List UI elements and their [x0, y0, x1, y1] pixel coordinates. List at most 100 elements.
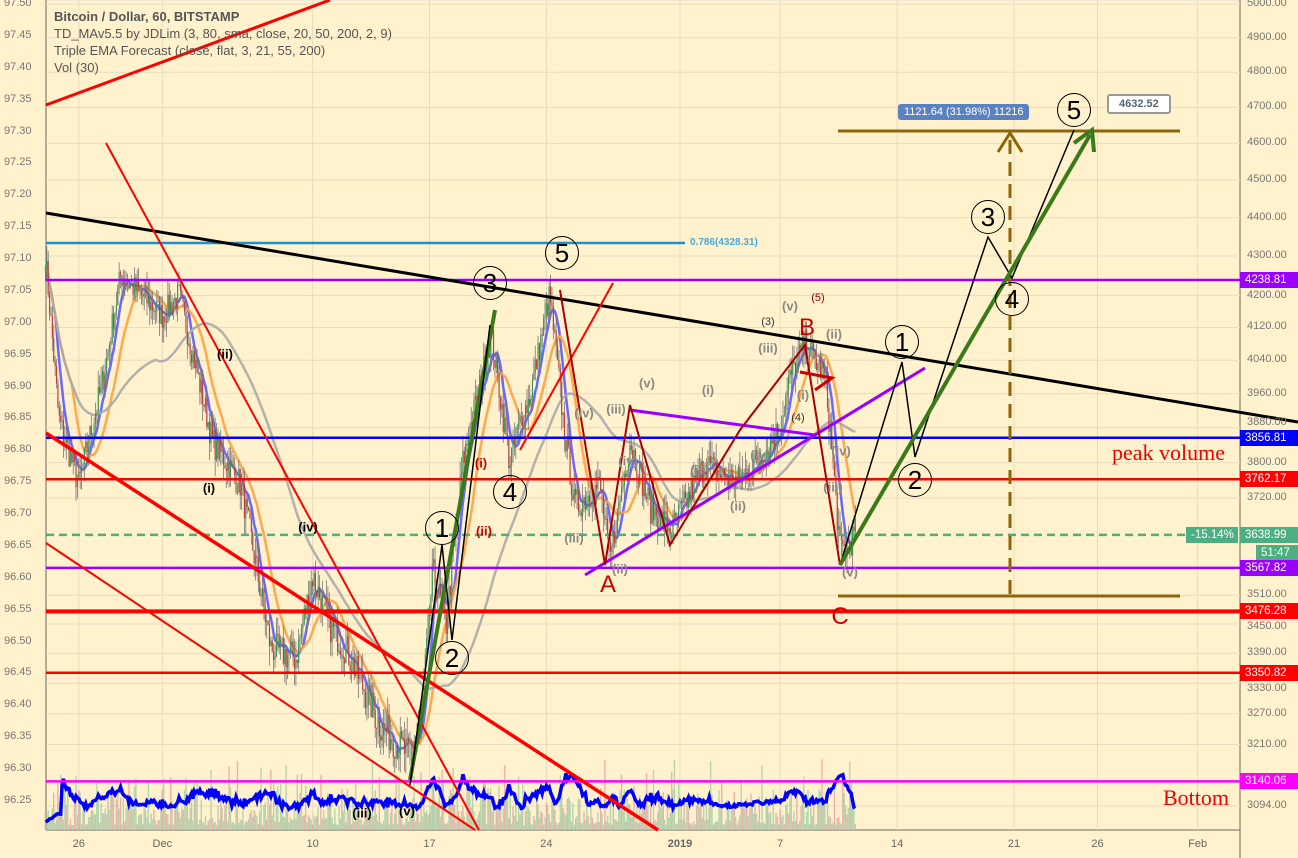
volume-bar — [321, 818, 324, 830]
volume-bar — [222, 820, 225, 830]
candle-body — [520, 416, 522, 418]
candle-body — [273, 651, 275, 660]
candle-body — [675, 512, 677, 517]
price-tag: 3476.28 — [1240, 603, 1298, 620]
left-axis-tick: 96.95 — [4, 347, 32, 360]
volume-bar — [257, 823, 260, 830]
candle-body — [744, 468, 747, 473]
candle-body — [767, 450, 769, 452]
volume-bar — [785, 804, 787, 830]
target-price-callout[interactable]: 4632.52 — [1107, 94, 1171, 114]
indicator-triple-ema[interactable]: Triple EMA Forecast (close, flat, 3, 21,… — [54, 43, 326, 58]
volume-bar — [221, 807, 223, 830]
candle-body — [512, 436, 514, 449]
left-axis-tick: 96.55 — [4, 602, 32, 615]
volume-bar — [389, 812, 392, 830]
volume-bar — [566, 798, 568, 830]
proj-wave-label-4: 4 — [995, 282, 1029, 316]
volume-bar — [469, 777, 471, 830]
candle-body — [581, 501, 584, 517]
candle-body — [515, 437, 517, 444]
candle-body — [126, 284, 129, 286]
candle-body — [548, 286, 550, 317]
volume-bar — [111, 788, 113, 830]
candle-body — [556, 345, 559, 360]
volume-bar — [434, 799, 436, 830]
volume-bar — [373, 815, 375, 830]
candle-body — [647, 487, 649, 499]
candle-body — [114, 312, 116, 330]
volume-bar — [519, 814, 521, 830]
volume-bar — [537, 804, 539, 830]
candle-body — [274, 656, 276, 660]
volume-bar — [573, 824, 575, 830]
volume-bar — [146, 817, 148, 830]
volume-bar — [837, 817, 840, 830]
candle-body — [517, 423, 520, 427]
candle-body — [817, 363, 819, 370]
volume-bar — [232, 822, 234, 830]
volume-bar — [541, 812, 543, 830]
candle-body — [356, 656, 358, 672]
volume-bar — [542, 824, 545, 830]
candle-body — [586, 501, 588, 509]
volume-bar — [274, 821, 276, 830]
candle-body — [316, 591, 318, 597]
volume-bar — [725, 820, 727, 830]
candle-body — [100, 381, 102, 393]
volume-bar — [384, 800, 386, 830]
volume-bar — [638, 795, 641, 830]
candle-body — [342, 655, 344, 659]
volume-bar — [547, 804, 549, 830]
volume-bar — [143, 807, 145, 830]
candle-body — [769, 438, 772, 458]
volume-bar — [587, 815, 589, 830]
candle-body — [437, 596, 439, 600]
volume-bar — [92, 809, 94, 830]
volume-bar — [264, 802, 266, 830]
volume-bar — [748, 808, 751, 830]
indicator-volume[interactable]: Vol (30) — [54, 60, 99, 75]
volume-bar — [750, 793, 752, 830]
volume-bar — [414, 821, 417, 830]
volume-bar — [464, 822, 467, 830]
candle-body — [853, 526, 855, 532]
plot-frame — [45, 0, 1241, 831]
volume-bar — [807, 789, 809, 830]
volume-bar — [602, 824, 605, 830]
volume-bar — [630, 817, 632, 830]
candle-body — [558, 359, 560, 368]
volume-bar — [686, 803, 688, 830]
candle-body — [551, 302, 553, 307]
candle-body — [122, 280, 124, 287]
volume-bar — [332, 823, 335, 830]
volume-bar — [616, 821, 619, 830]
volume-bar — [629, 804, 631, 830]
volume-bar — [352, 797, 354, 830]
candle-body — [324, 597, 326, 599]
candle-body — [131, 282, 133, 284]
candle-body — [790, 369, 792, 375]
volume-bar — [534, 820, 536, 830]
candle-body — [250, 518, 252, 532]
left-axis-tick: 96.70 — [4, 507, 32, 520]
candle-body — [430, 596, 432, 616]
candle-body — [570, 484, 573, 495]
candle-body — [266, 620, 268, 622]
indicator-tdma[interactable]: TD_MAv5.5 by JDLim (3, 80, sma, close, 2… — [54, 26, 392, 41]
volume-bar — [739, 815, 741, 830]
volume-bar — [558, 822, 560, 830]
candle-body — [697, 470, 699, 479]
volume-bar — [808, 824, 811, 830]
candle-body — [154, 311, 156, 313]
candle-body — [133, 277, 136, 295]
candle-body — [485, 366, 488, 377]
volume-bar — [854, 824, 857, 830]
red-abc-path — [559, 289, 841, 566]
candles — [44, 246, 856, 774]
volume-bar — [612, 799, 614, 830]
volume-bar — [265, 819, 268, 830]
candle-body — [666, 514, 669, 532]
candle-body — [183, 301, 186, 312]
